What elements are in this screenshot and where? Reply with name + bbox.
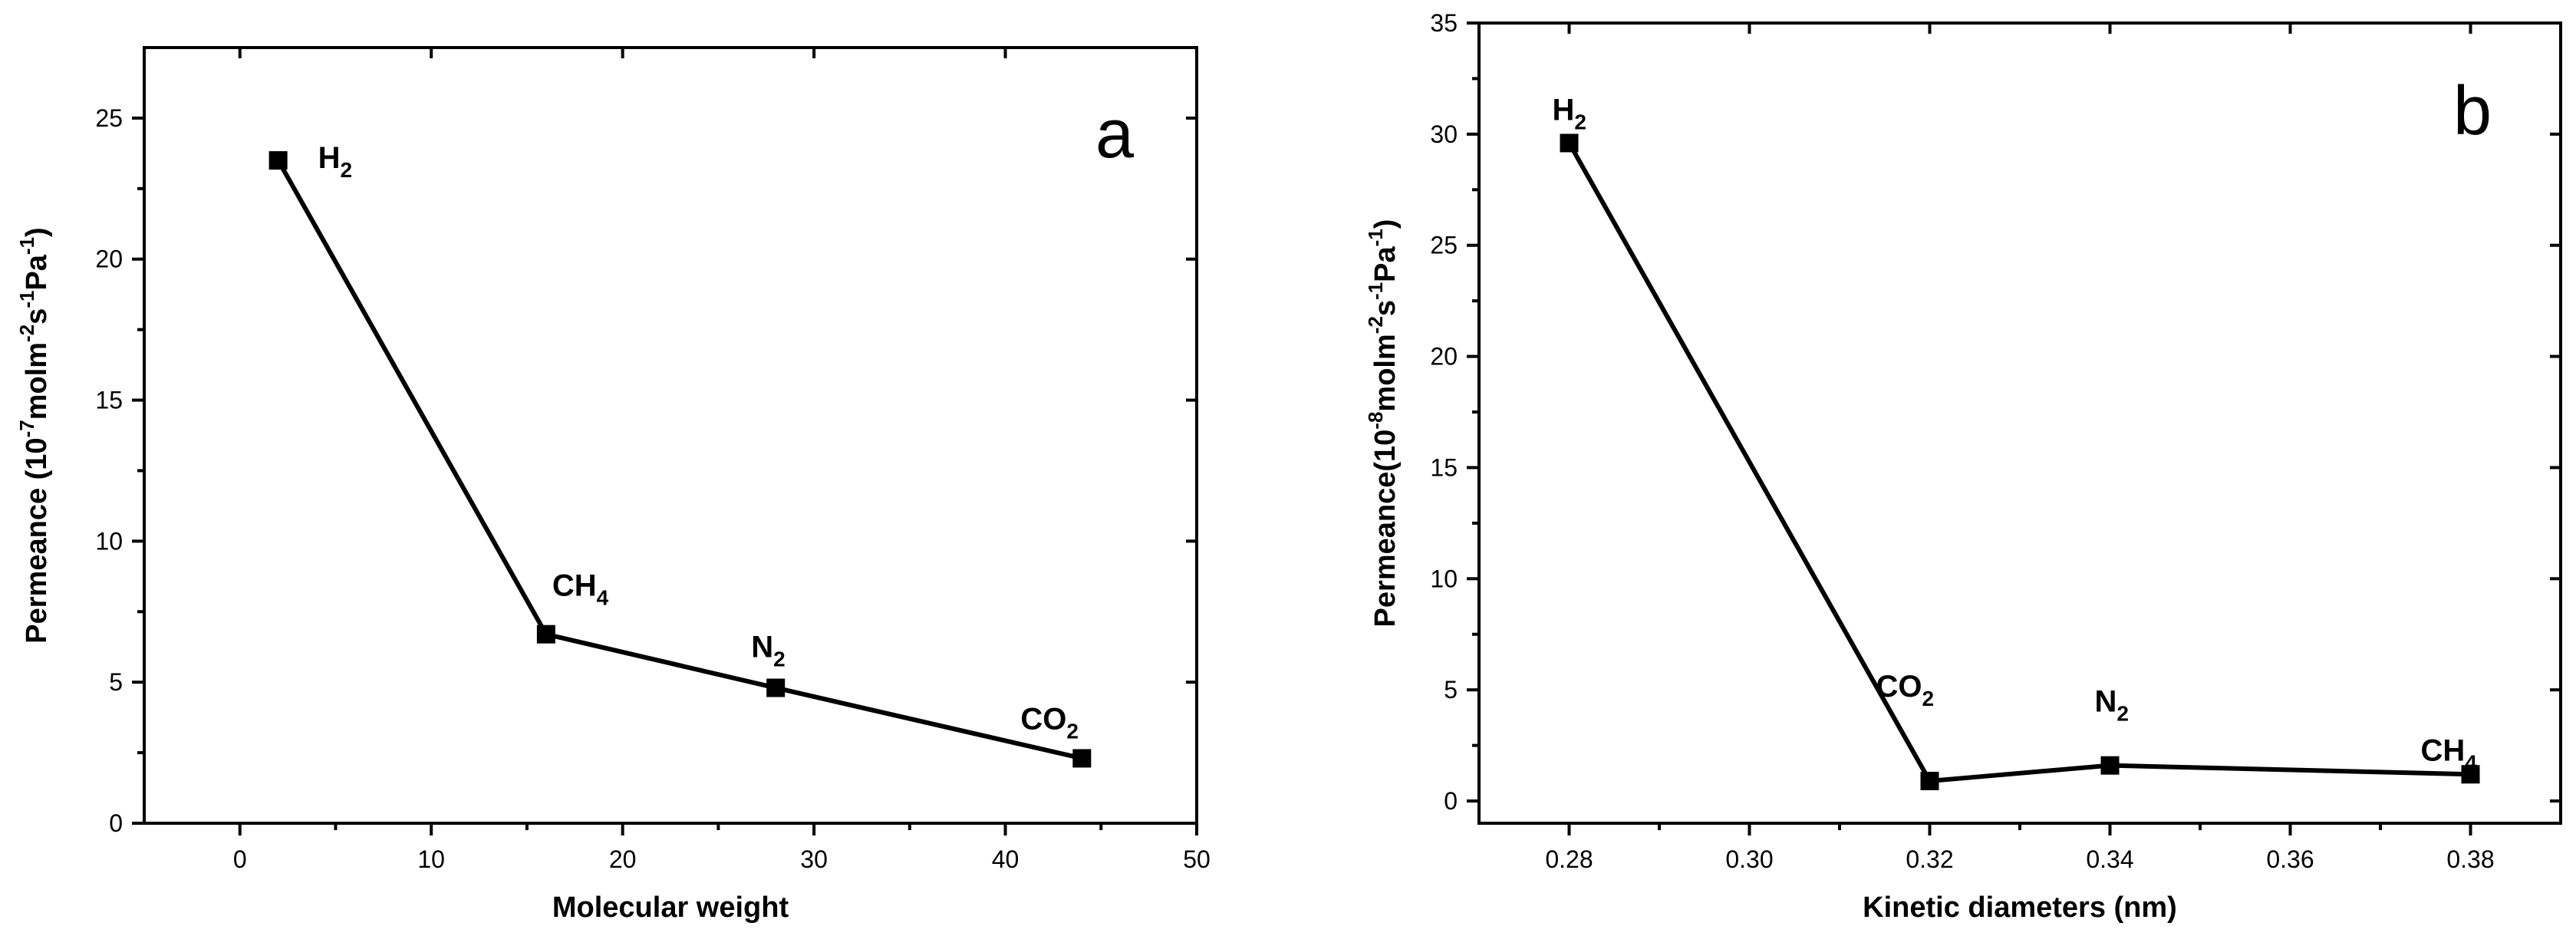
data-point-label: CH4 <box>552 569 609 610</box>
data-point-marker <box>1072 749 1092 768</box>
x-tick-label: 40 <box>992 845 1020 873</box>
y-tick-label: 5 <box>1444 676 1458 704</box>
y-tick-label: 35 <box>1430 9 1458 37</box>
data-point-label: CO2 <box>1020 702 1079 743</box>
data-point-label: N2 <box>2095 685 2129 726</box>
data-point-marker <box>1920 771 1939 790</box>
y-tick-label: 20 <box>1430 343 1458 371</box>
x-tick-label: 0.36 <box>2266 845 2314 873</box>
y-tick-label: 25 <box>1430 232 1458 259</box>
panel-label: b <box>2453 73 2492 150</box>
y-tick-label: 15 <box>1430 453 1458 481</box>
y-tick-label: 30 <box>1430 120 1458 148</box>
data-point-marker <box>2461 765 2480 784</box>
data-point-marker <box>268 151 288 170</box>
x-tick-label: 30 <box>800 845 828 873</box>
x-axis-title: Molecular weight <box>552 892 789 924</box>
panel-label: a <box>1095 96 1135 173</box>
y-axis-title: Permeance(10-8molm-2s-1Pa-1) <box>1364 219 1402 628</box>
x-tick-label: 0.30 <box>1725 845 1773 873</box>
data-point-label: N2 <box>751 631 785 671</box>
x-tick-label: 50 <box>1183 845 1211 873</box>
x-tick-label: 20 <box>609 845 637 873</box>
y-tick-label: 5 <box>109 668 123 696</box>
chart-panel-a: 0 10 20 30 40 50 0 5 10 15 20 25 H2 CH4 N2 CO2 a Molecula… <box>15 46 1211 924</box>
y-tick-label: 0 <box>1444 787 1458 815</box>
y-tick-label: 15 <box>95 387 123 414</box>
chart-panel-b: 0.28 0.30 0.32 0.34 0.36 0.38 0 5 10 15 20 25 30 35 H2… <box>1364 9 2562 924</box>
x-tick-label: 0 <box>233 845 247 873</box>
x-tick-label: 0.38 <box>2446 845 2494 873</box>
series-line <box>276 159 1083 761</box>
x-tick-label: 0.32 <box>1906 845 1953 873</box>
data-point-label: H2 <box>318 141 352 182</box>
series-line <box>1566 141 2471 784</box>
x-tick-label: 0.28 <box>1545 845 1593 873</box>
data-point-marker <box>536 625 555 644</box>
plot-frame <box>143 46 1198 825</box>
x-axis-title: Kinetic diameters (nm) <box>1863 892 2177 924</box>
x-tick-label: 10 <box>417 845 445 873</box>
y-tick-label: 10 <box>95 527 123 555</box>
x-tick-label: 0.34 <box>2086 845 2133 873</box>
plot-frame <box>1477 21 2562 825</box>
data-point-label: CO2 <box>1876 670 1935 710</box>
data-point-label: H2 <box>1553 93 1586 133</box>
y-tick-label: 20 <box>95 246 123 273</box>
y-tick-label: 10 <box>1430 565 1458 592</box>
data-point-marker <box>2100 756 2120 775</box>
y-axis-title: Permeance (10-7molm-2s-1Pa-1) <box>15 227 53 643</box>
data-point-marker <box>1560 133 1579 153</box>
y-tick-label: 0 <box>109 809 123 837</box>
data-point-label: CH4 <box>2421 733 2478 774</box>
data-point-marker <box>766 678 786 697</box>
y-tick-label: 25 <box>95 104 123 132</box>
